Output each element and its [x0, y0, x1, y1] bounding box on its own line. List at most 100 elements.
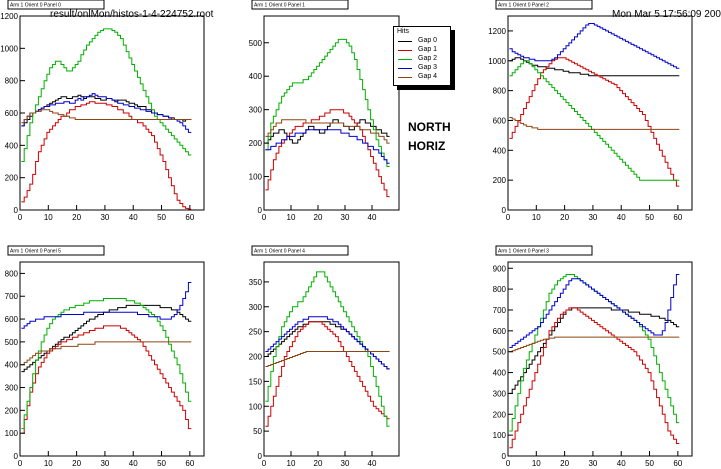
annotation-north: NORTH	[408, 120, 451, 134]
legend-entry: Gap 0	[394, 37, 450, 47]
panel-title: Arm 1 Orient 0 Panel 1	[254, 3, 305, 9]
x-tick-label: 10	[532, 213, 541, 222]
histogram-series	[21, 304, 192, 373]
x-tick-label: 20	[314, 459, 323, 468]
x-tick-label: 10	[532, 459, 541, 468]
x-tick-label: 40	[617, 213, 626, 222]
histogram-panel: Arm 1 Orient 0 Panel 20 10 20 30 40 50 6002004…	[488, 0, 693, 222]
x-tick-label: 20	[72, 213, 81, 222]
panel-title-box	[495, 0, 593, 10]
legend-label: Gap 4	[418, 73, 438, 80]
histogram-series	[265, 316, 390, 370]
legend-label: Gap 1	[418, 46, 438, 53]
histogram-series	[265, 109, 390, 198]
annotation-horiz: HORIZ	[408, 139, 446, 153]
histogram-series	[509, 274, 680, 348]
y-tick-label: 500	[493, 348, 507, 357]
x-tick-label: 40	[129, 213, 138, 222]
x-tick-label: 20	[314, 213, 323, 222]
y-tick-label: 300	[493, 389, 507, 398]
y-tick-label: 800	[5, 77, 19, 86]
y-tick-label: 1200	[488, 27, 506, 36]
y-tick-label: 0	[14, 206, 19, 215]
histogram-series	[21, 94, 192, 127]
x-tick-label: 60	[673, 213, 682, 222]
panel-title: Arm 1 Orient 0 Panel 3	[498, 249, 549, 255]
y-tick-label: 800	[493, 285, 507, 294]
histogram-series	[265, 321, 390, 427]
x-tick-label: 50	[645, 213, 654, 222]
legend-entry: Gap 3	[394, 64, 450, 74]
y-tick-label: 200	[5, 406, 19, 415]
x-tick-label: 30	[588, 459, 597, 468]
legend-swatch	[398, 77, 412, 78]
x-tick-label: 0	[18, 213, 23, 222]
legend: Hits Gap 0 Gap 1 Gap 2 Gap 3 Gap 4	[393, 26, 451, 86]
x-tick-label: 40	[129, 459, 138, 468]
x-tick-label: 0	[262, 213, 267, 222]
y-tick-label: 700	[5, 292, 19, 301]
y-tick-label: 100	[249, 173, 263, 182]
x-tick-label: 10	[287, 213, 296, 222]
x-tick-label: 60	[673, 459, 682, 468]
histogram-series	[21, 341, 192, 366]
histogram-panel: Arm 1 Orient 0 Panel 30 10 20 30 40 50 6001002…	[493, 245, 693, 468]
timestamp: Mon Mar 5 17:56:09 2007	[612, 9, 721, 20]
y-tick-label: 50	[253, 427, 262, 436]
histogram-series	[21, 109, 192, 124]
histogram-series	[21, 325, 192, 434]
x-tick-label: 10	[287, 459, 296, 468]
x-tick-label: 60	[185, 459, 194, 468]
y-tick-label: 400	[493, 146, 507, 155]
x-tick-label: 10	[44, 459, 53, 468]
y-tick-label: 200	[493, 176, 507, 185]
histogram-series	[265, 129, 390, 164]
histogram-series	[21, 28, 192, 162]
y-tick-label: 0	[502, 452, 507, 461]
y-tick-label: 0	[14, 452, 19, 461]
x-tick-label: 50	[645, 459, 654, 468]
legend-label: Gap 3	[418, 64, 438, 71]
y-tick-label: 100	[249, 402, 263, 411]
root-file-name: result/onlMon/histos-1-4-224752.root	[50, 9, 214, 20]
histogram-series	[21, 93, 192, 133]
y-tick-label: 200	[493, 410, 507, 419]
plot-frame	[263, 261, 400, 457]
y-tick-label: 1000	[0, 44, 18, 53]
legend-swatch	[398, 68, 412, 69]
histogram-series	[21, 101, 192, 210]
histogram-series	[21, 298, 192, 430]
histogram-panel: Arm 1 Orient 0 Panel 4 0 10 20 30 40 0 50 100 150…	[249, 245, 400, 468]
legend-swatch	[398, 50, 412, 51]
y-tick-label: 0	[258, 206, 263, 215]
y-tick-label: 500	[249, 39, 263, 48]
legend-title: Hits	[397, 28, 410, 35]
x-tick-label: 20	[72, 459, 81, 468]
histogram-series	[265, 38, 390, 167]
y-tick-label: 400	[5, 141, 19, 150]
y-tick-label: 600	[493, 327, 507, 336]
legend-label: Gap 2	[418, 55, 438, 62]
y-tick-label: 600	[5, 109, 19, 118]
panel-title-box	[251, 0, 349, 10]
legend-entry: Gap 2	[394, 55, 450, 65]
y-tick-label: 1200	[0, 12, 18, 21]
legend-swatch	[398, 59, 412, 60]
x-tick-label: 50	[157, 213, 166, 222]
legend-label: Gap 0	[418, 37, 438, 44]
histogram-series	[21, 282, 192, 329]
x-tick-label: 30	[100, 459, 109, 468]
y-tick-label: 400	[249, 72, 263, 81]
y-tick-label: 0	[258, 452, 263, 461]
x-tick-label: 0	[506, 459, 511, 468]
panel-title: Arm 1 Orient 0 Panel 0	[10, 3, 61, 9]
x-tick-label: 40	[617, 459, 626, 468]
y-tick-label: 400	[493, 369, 507, 378]
y-tick-label: 700	[493, 306, 507, 315]
x-tick-label: 30	[100, 213, 109, 222]
y-tick-label: 800	[493, 87, 507, 96]
y-tick-label: 600	[493, 116, 507, 125]
y-tick-label: 350	[249, 278, 263, 287]
legend-swatch	[398, 41, 412, 42]
